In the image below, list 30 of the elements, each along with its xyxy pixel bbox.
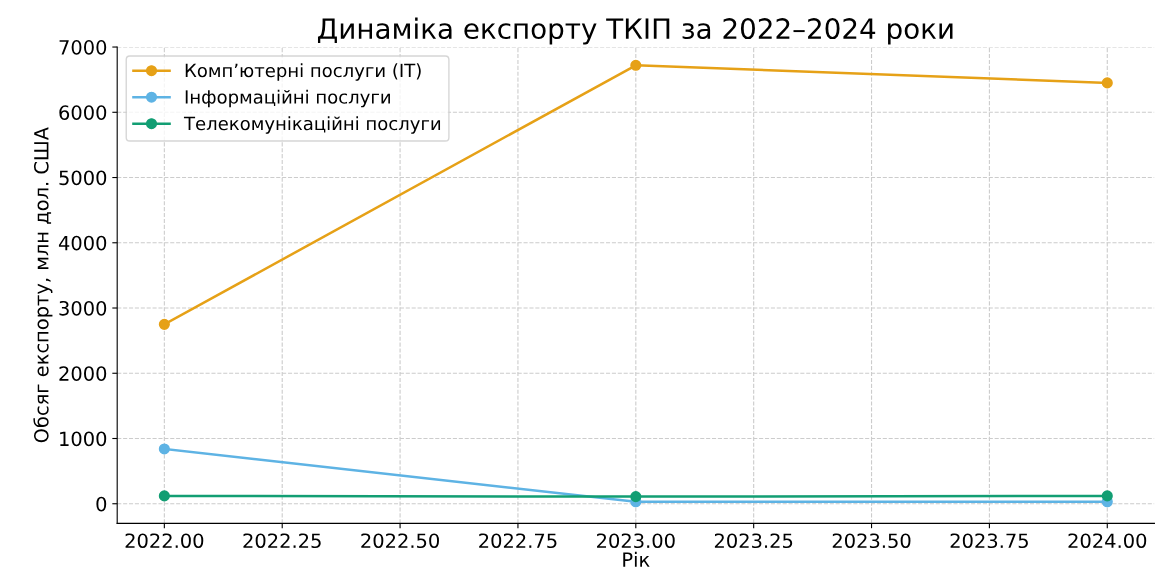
- x-tick-label: 2023.25: [714, 533, 793, 549]
- point: [630, 59, 642, 71]
- point: [158, 318, 170, 330]
- x-tick-label: 2023.75: [950, 533, 1028, 549]
- x-tick-label: 2022.75: [479, 533, 557, 549]
- x-tick-label: 2022.50: [361, 533, 439, 549]
- x-tick-label: 2022.00: [125, 533, 204, 549]
- legend-label: Інформаційні послуги: [185, 89, 390, 108]
- y-tick-label: 0: [96, 496, 107, 512]
- y-tick-label: 6000: [59, 105, 107, 120]
- chart-title: Динаміка експорту ТКІП за 2022–2024 роки: [317, 17, 953, 45]
- point: [1101, 490, 1113, 502]
- y-tick-label: 2000: [59, 366, 107, 381]
- y-tick-label: 3000: [59, 300, 107, 316]
- x-tick-label: 2023.00: [597, 533, 675, 549]
- x-axis-title: Рік: [623, 551, 650, 567]
- point: [158, 443, 170, 455]
- y-tick-label: 7000: [59, 40, 107, 55]
- x-tick-label: 2023.50: [832, 533, 911, 549]
- y-axis-title: Обсяг експорту, млн дол. США: [33, 127, 53, 443]
- legend-label: Комп’ютерні послуги (IT): [185, 63, 421, 81]
- x-tick-label: 2022.25: [243, 533, 321, 549]
- point: [1101, 77, 1113, 89]
- point: [158, 490, 170, 502]
- y-tick-label: 5000: [59, 170, 107, 186]
- point: [630, 491, 642, 503]
- y-tick-label: 4000: [58, 235, 107, 251]
- x-tick-label: 2024.00: [1068, 533, 1147, 549]
- y-tick-label: 1000: [60, 431, 107, 447]
- legend-label: Телекомунікаційні послуги: [183, 116, 441, 134]
